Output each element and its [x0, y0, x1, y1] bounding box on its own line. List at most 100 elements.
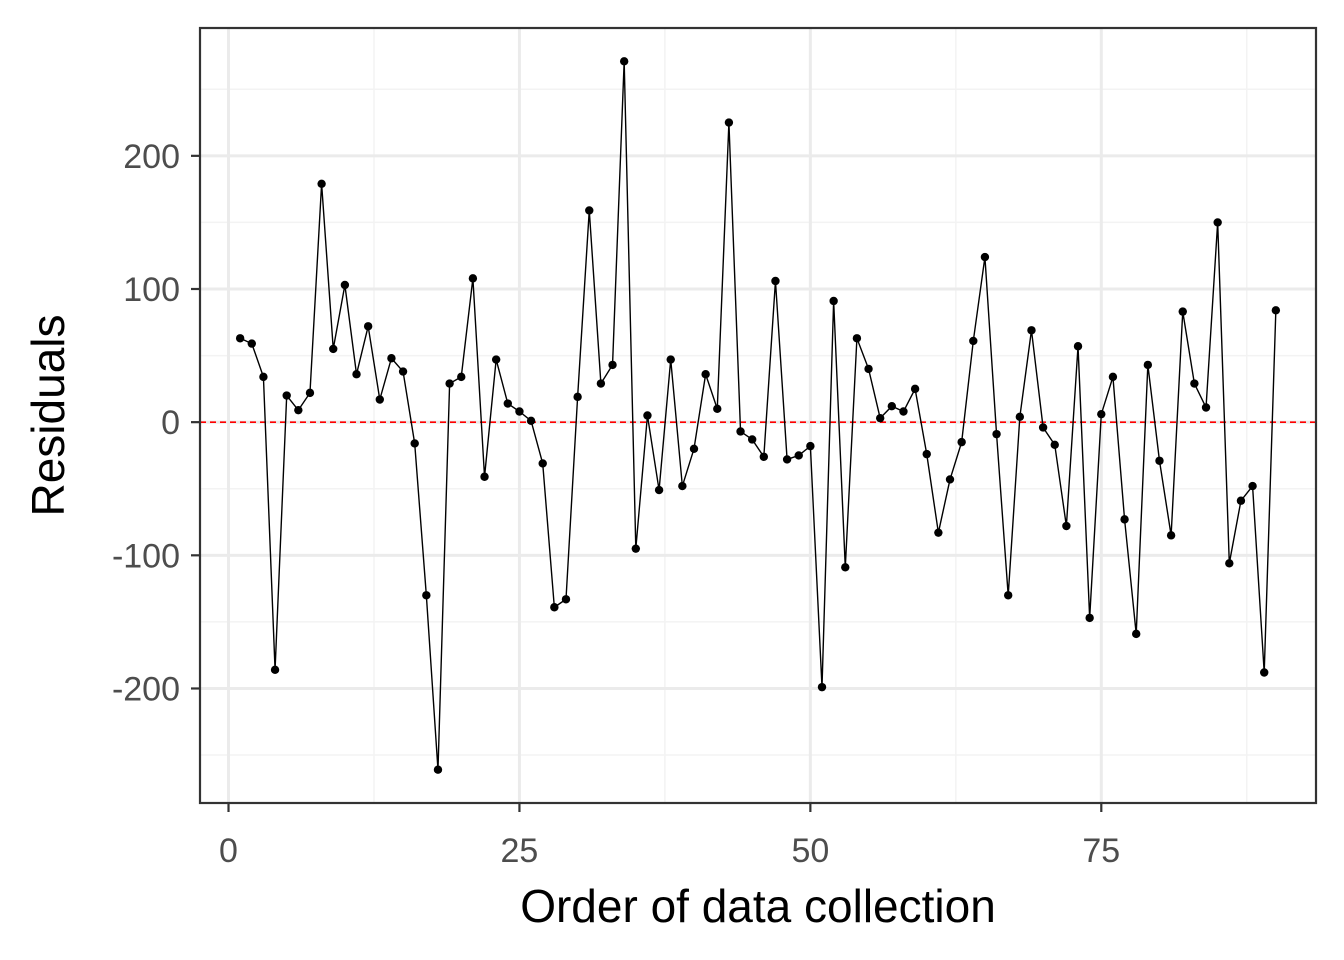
residual-point: [713, 404, 722, 414]
residual-point: [259, 372, 268, 382]
axis-ticks: [191, 154, 1103, 812]
residual-point: [969, 336, 978, 346]
residual-point: [1201, 403, 1211, 412]
residual-point: [1166, 531, 1176, 540]
residual-point: [957, 437, 966, 447]
residual-point: [270, 665, 280, 675]
residual-point: [317, 179, 326, 188]
residual-point: [352, 370, 361, 379]
residual-point: [1248, 481, 1257, 491]
y-tick-label: -200: [112, 670, 180, 708]
residual-point: [445, 379, 454, 388]
residual-point: [1097, 409, 1106, 419]
residual-point: [1027, 326, 1036, 335]
x-tick-label: 75: [1082, 832, 1120, 870]
residual-point: [736, 427, 745, 436]
residual-point: [573, 392, 582, 402]
residual-point: [433, 765, 443, 774]
residual-point: [503, 399, 513, 408]
y-tick-label: 200: [123, 138, 180, 176]
residual-point: [422, 591, 431, 600]
x-tick-label: 0: [219, 832, 238, 870]
residual-point: [340, 280, 350, 290]
x-tick-label: 25: [501, 832, 539, 870]
residual-point: [1015, 412, 1025, 422]
y-tick-label: 100: [123, 271, 180, 309]
residual-point: [1003, 591, 1013, 600]
residual-point: [724, 118, 734, 127]
residual-point: [1225, 559, 1234, 568]
residual-point: [1190, 379, 1199, 388]
residual-point: [654, 485, 664, 495]
residual-point: [1038, 423, 1048, 432]
residual-point: [922, 449, 931, 459]
residual-point: [689, 444, 699, 453]
y-tick-labels: -200 -100 0 100 200: [112, 138, 180, 709]
residual-point: [980, 252, 990, 262]
residual-point: [596, 379, 606, 388]
residual-point: [1132, 629, 1141, 639]
residual-point: [1108, 372, 1118, 382]
residual-point: [561, 595, 571, 604]
residual-point: [305, 388, 315, 398]
x-tick-label: 50: [791, 832, 829, 870]
residual-point: [410, 439, 419, 448]
residual-point: [992, 429, 1001, 439]
residual-point: [1271, 306, 1281, 315]
residual-point: [829, 296, 838, 306]
residual-point: [899, 407, 908, 416]
residual-point: [398, 367, 408, 376]
residual-point: [1062, 521, 1071, 531]
residual-point: [1050, 440, 1059, 449]
residual-point: [643, 411, 652, 420]
x-axis-title: Order of data collection: [520, 880, 996, 932]
residual-point: [806, 441, 815, 451]
residual-point: [515, 407, 524, 416]
residual-point: [945, 475, 955, 484]
residual-point: [387, 354, 396, 363]
residual-point: [887, 401, 897, 411]
residual-point: [619, 57, 629, 66]
residual-point: [491, 355, 501, 364]
residual-point: [608, 360, 617, 370]
residual-point: [538, 459, 547, 468]
residual-point: [1120, 515, 1129, 524]
residual-point: [678, 481, 687, 491]
residual-point: [1143, 360, 1153, 370]
residual-point: [363, 322, 373, 331]
residual-points: [235, 57, 1281, 774]
panel-border: [198, 26, 1318, 805]
residual-point: [457, 372, 466, 382]
y-tick-label: 0: [161, 404, 180, 442]
residual-point: [782, 455, 792, 464]
residual-point: [526, 416, 536, 426]
residual-point: [329, 344, 338, 354]
residuals-series-line: [239, 60, 1277, 771]
residual-point: [852, 334, 862, 343]
residual-point: [282, 391, 291, 400]
residual-point: [550, 603, 559, 612]
residual-point: [1073, 342, 1083, 351]
residual-point: [375, 395, 384, 404]
x-tick-labels: 0 25 50 75: [219, 832, 1120, 870]
residual-point: [247, 339, 256, 348]
residual-point: [631, 544, 641, 553]
residual-point: [759, 452, 769, 461]
residual-point: [910, 384, 920, 394]
residual-point: [1155, 456, 1164, 465]
residual-point: [468, 274, 478, 283]
residual-point: [934, 528, 943, 537]
residual-point: [1236, 496, 1246, 505]
residual-point: [294, 405, 303, 415]
y-axis-title: Residuals: [22, 315, 74, 517]
residual-point: [771, 276, 780, 286]
residual-point: [701, 370, 710, 379]
residual-point: [1178, 307, 1187, 316]
y-tick-label: -100: [112, 537, 180, 575]
residual-point: [747, 435, 757, 444]
residual-point: [666, 355, 675, 364]
residual-point: [794, 451, 803, 460]
residual-point: [480, 472, 489, 481]
